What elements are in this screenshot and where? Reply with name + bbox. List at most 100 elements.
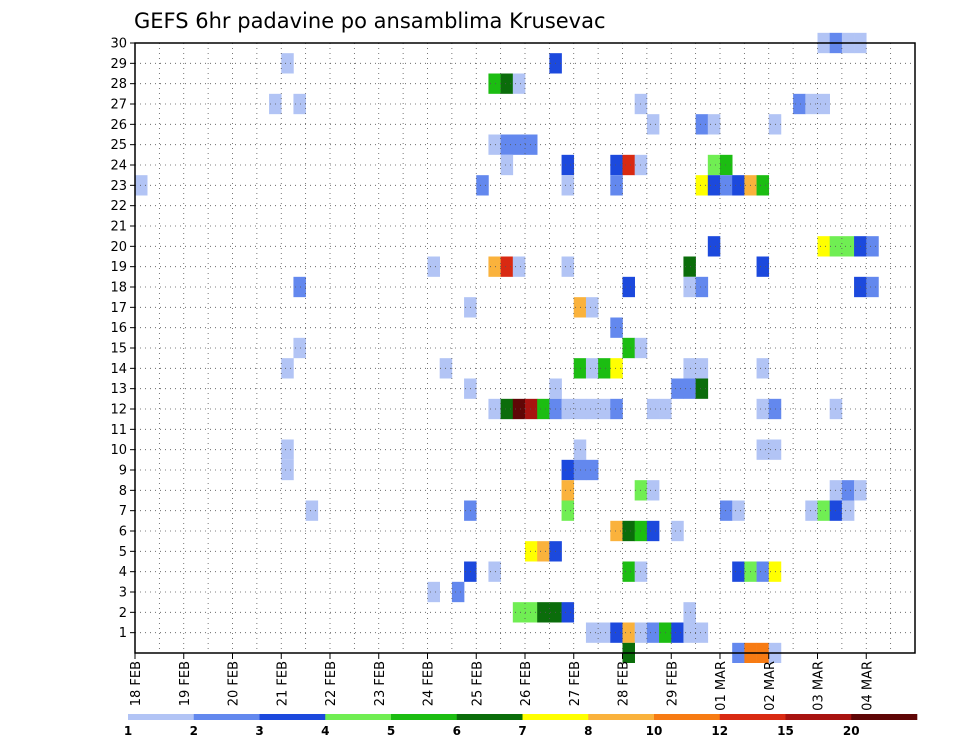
precip-cell <box>768 439 782 460</box>
x-tick-label: 23 FEB <box>373 661 388 706</box>
chart-title: GEFS 6hr padavine po ansamblima Krusevac <box>134 9 606 33</box>
precip-cell <box>683 602 696 623</box>
precip-cell <box>683 276 696 298</box>
precip-cell <box>866 276 879 298</box>
y-tick-label: 7 <box>119 504 127 519</box>
x-tick-label: 04 MAR <box>860 661 875 711</box>
precip-cell <box>512 73 526 94</box>
legend-level-label: 1 <box>124 724 132 738</box>
precip-cell <box>622 154 635 176</box>
y-tick-label: 17 <box>110 301 127 316</box>
precip-cell <box>707 114 721 135</box>
precip-cell <box>756 439 770 460</box>
precip-cell <box>610 398 623 420</box>
precip-cell <box>512 134 526 155</box>
legend-level-label: 4 <box>321 724 329 738</box>
x-tick-label: 28 FEB <box>617 661 632 706</box>
precip-cell <box>512 256 526 277</box>
precip-cell <box>707 175 721 196</box>
precip-cell <box>488 561 501 582</box>
legend-swatch <box>522 714 589 720</box>
precip-cell <box>451 581 465 603</box>
precip-cell <box>768 114 782 135</box>
precip-cell <box>646 520 660 542</box>
precip-cell <box>476 175 489 196</box>
precip-cell <box>500 134 514 155</box>
precip-cell <box>610 358 623 379</box>
y-tick-label: 19 <box>110 260 127 275</box>
y-tick-label: 26 <box>110 118 127 133</box>
y-tick-label: 12 <box>110 403 127 418</box>
y-tick-label: 13 <box>110 382 127 397</box>
precip-cell <box>598 358 611 379</box>
precip-cell <box>525 398 538 420</box>
precip-cell <box>305 500 319 521</box>
precip-cell <box>817 93 830 115</box>
x-tick-label: 03 MAR <box>812 661 827 711</box>
precip-cell <box>732 561 745 582</box>
precip-cell <box>500 154 514 176</box>
precip-cell <box>841 480 855 501</box>
legend-swatch <box>785 714 852 720</box>
precip-cell <box>720 154 733 176</box>
precip-cell <box>768 398 782 420</box>
precip-cell <box>671 622 684 643</box>
legend-swatch <box>259 714 326 720</box>
precip-cell <box>841 236 855 257</box>
precip-cell <box>756 358 770 379</box>
precip-cell <box>671 520 684 542</box>
precip-cell <box>512 398 526 420</box>
y-tick-label: 20 <box>110 240 127 255</box>
precip-cell <box>488 134 501 155</box>
precip-cell <box>610 520 623 542</box>
precip-cell <box>622 520 635 542</box>
precip-cell <box>573 398 587 420</box>
precip-cell <box>573 459 587 481</box>
x-tick-label: 26 FEB <box>519 661 534 706</box>
precip-cell <box>281 439 294 460</box>
y-tick-label: 22 <box>110 199 127 214</box>
precip-cell <box>622 337 635 359</box>
precip-cell <box>695 378 709 399</box>
legend-level-label: 20 <box>843 724 860 738</box>
precip-cell <box>525 602 538 623</box>
precip-cell <box>585 297 599 318</box>
legend-swatch <box>456 714 523 720</box>
y-tick-label: 30 <box>110 37 127 52</box>
precip-cell <box>561 256 575 277</box>
x-tick-label: 25 FEB <box>470 661 485 706</box>
precip-cell <box>293 276 306 298</box>
precip-cell <box>793 93 806 115</box>
precip-cell <box>805 93 818 115</box>
legend-swatch <box>851 714 918 720</box>
y-tick-label: 10 <box>110 443 127 458</box>
legend-swatch <box>128 714 195 720</box>
precip-cell <box>683 256 696 277</box>
precip-cell <box>720 175 733 196</box>
precip-cell <box>646 398 660 420</box>
grid-layer <box>135 42 915 653</box>
precip-cell <box>683 358 696 379</box>
precip-cell <box>756 256 770 277</box>
precip-cell <box>573 358 587 379</box>
x-tick-label: 29 FEB <box>665 661 680 706</box>
x-tick-label: 21 FEB <box>275 661 290 706</box>
precip-cell <box>646 480 660 501</box>
precip-cell <box>646 114 660 135</box>
precip-cell <box>695 175 709 196</box>
precip-cell <box>537 602 550 623</box>
legend-swatch <box>391 714 458 720</box>
precip-cell <box>561 398 575 420</box>
precip-cell <box>427 581 440 603</box>
x-tick-label: 19 FEB <box>178 661 193 706</box>
precip-cell <box>135 175 148 196</box>
x-tick-label: 02 MAR <box>763 661 778 711</box>
legend-swatch <box>719 714 786 720</box>
precip-cell <box>561 500 575 521</box>
precip-cell <box>646 622 660 643</box>
x-tick-label: 20 FEB <box>227 661 242 706</box>
y-tick-label: 25 <box>110 138 127 153</box>
y-axis-ticks: 1234567891011121314151617181920212223242… <box>110 37 135 641</box>
precip-cell <box>695 622 709 643</box>
